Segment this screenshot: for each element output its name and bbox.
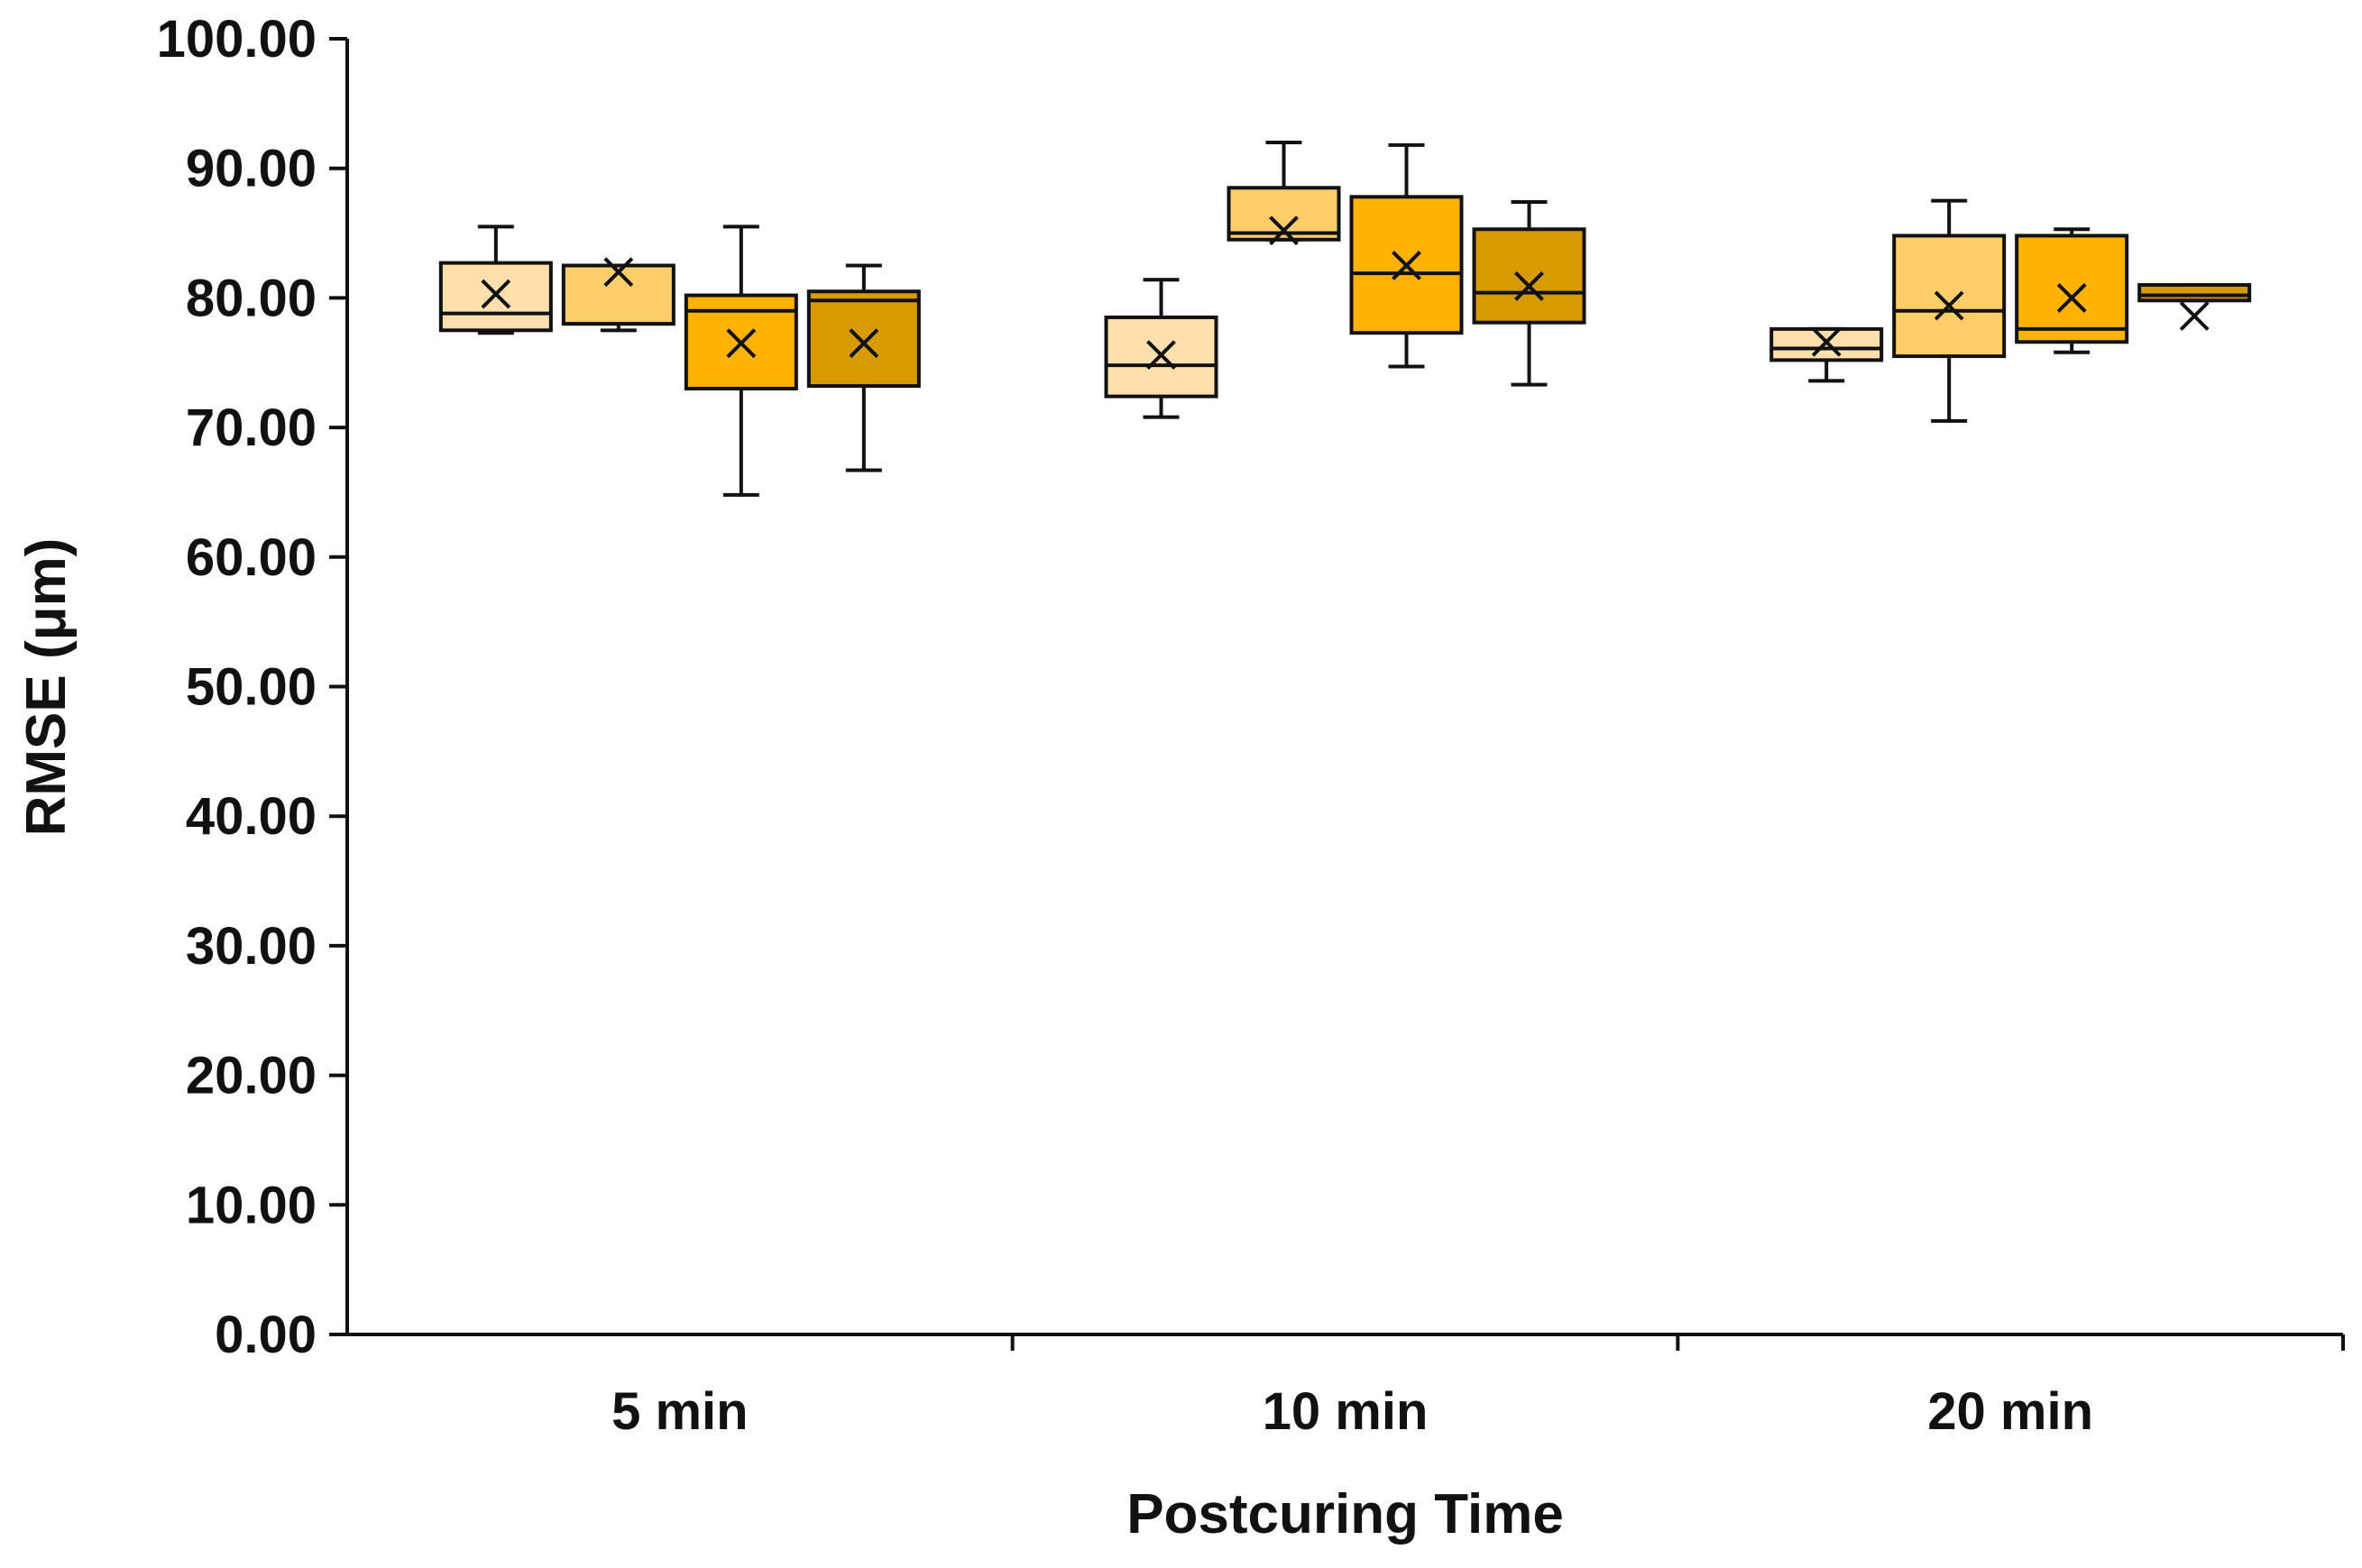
y-tick-label: 30.00 <box>186 917 317 976</box>
box-2-3 <box>2137 283 2252 331</box>
mean-marker <box>2056 282 2087 313</box>
box-body <box>2137 283 2252 303</box>
y-tick-label: 20.00 <box>186 1047 317 1105</box>
mean-marker <box>2179 301 2210 331</box>
mean-marker <box>481 279 511 309</box>
box-body <box>438 261 553 333</box>
y-tick-label: 10.00 <box>186 1176 317 1234</box>
box-body <box>1472 227 1586 325</box>
mean-marker <box>849 328 879 359</box>
mean-marker <box>603 257 634 288</box>
y-tick-label: 90.00 <box>186 140 317 198</box>
box-2-1 <box>1892 198 2007 423</box>
box-0-2 <box>684 225 798 497</box>
y-tick-label: 40.00 <box>186 787 317 846</box>
box-body <box>1892 234 2007 359</box>
box-body <box>2015 234 2129 344</box>
box-series <box>438 140 2252 497</box>
x-axis-title: Postcuring Time <box>1126 1483 1564 1545</box>
x-axis-ticks: 5 min 10 min 20 min <box>611 1334 2345 1441</box>
y-tick-label: 80.00 <box>186 269 317 327</box>
mean-marker <box>1934 290 1964 321</box>
mean-marker <box>1392 251 1421 280</box>
mean-marker <box>726 328 757 359</box>
y-tick-label: 50.00 <box>186 658 317 717</box>
mean-marker <box>1514 271 1544 301</box>
mean-marker <box>1269 215 1299 246</box>
box-1-1 <box>1227 140 1341 246</box>
box-2-2 <box>2015 227 2129 354</box>
box-0-1 <box>561 257 676 333</box>
y-tick-label: 70.00 <box>186 399 317 457</box>
mean-marker <box>1811 326 1842 357</box>
y-axis-title: RMSE (μm) <box>15 538 78 837</box>
box-body <box>1769 326 1884 362</box>
box-1-3 <box>1472 200 1586 387</box>
plot-area <box>345 39 2343 1336</box>
mean-marker <box>1146 340 1176 371</box>
x-tick-label: 5 min <box>611 1382 749 1441</box>
y-tick-label: 60.00 <box>186 528 317 587</box>
box-0-0 <box>438 225 553 335</box>
x-tick-label: 20 min <box>1927 1382 2093 1441</box>
box-1-2 <box>1349 142 1464 369</box>
box-0-3 <box>806 263 921 472</box>
y-tick-label: 0.00 <box>215 1306 317 1364</box>
y-axis-ticks: 0.00 10.00 20.00 30.00 40.00 50.00 60.00 70.00 8… <box>157 10 347 1364</box>
box-2-0 <box>1769 326 1884 383</box>
y-tick-label: 100.00 <box>157 10 317 69</box>
x-tick-label: 10 min <box>1263 1382 1429 1441</box>
box-1-0 <box>1104 278 1218 419</box>
box-body <box>806 289 921 389</box>
